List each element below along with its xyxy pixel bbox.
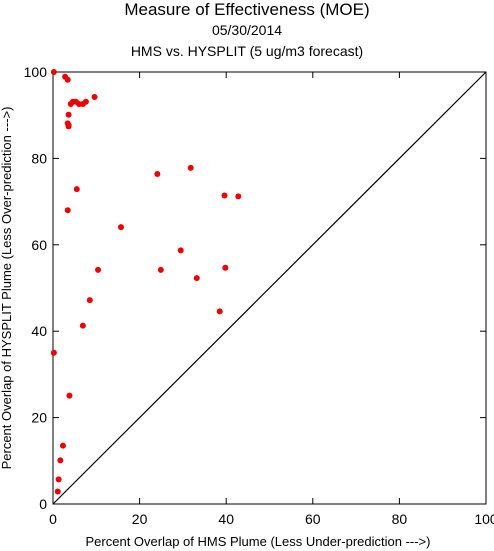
data-point xyxy=(54,488,61,495)
data-point xyxy=(177,247,184,254)
x-tick-label: 20 xyxy=(132,511,148,527)
y-tick-label: 100 xyxy=(24,64,48,80)
reference-line-y-equals-x xyxy=(52,71,487,505)
data-point xyxy=(216,308,223,315)
y-tick-label: 0 xyxy=(39,496,47,512)
data-point xyxy=(73,186,80,193)
chart-title: Measure of Effectiveness (MOE) xyxy=(124,0,370,19)
data-point xyxy=(65,122,72,129)
y-axis-label: Percent Overlap of HYSPLIT Plume (Less O… xyxy=(0,107,14,470)
data-point xyxy=(50,69,57,75)
data-point xyxy=(65,111,72,118)
data-point xyxy=(187,164,194,171)
y-tick-label: 40 xyxy=(31,323,47,339)
data-point xyxy=(64,207,71,214)
y-tick-labels: 0 20 40 60 80 100 xyxy=(24,64,48,512)
data-point xyxy=(64,76,71,83)
y-tick-label: 60 xyxy=(31,237,47,253)
data-point xyxy=(59,442,66,449)
data-point xyxy=(55,476,62,483)
data-point xyxy=(235,193,242,200)
x-tick-label: 40 xyxy=(218,511,234,527)
x-tick-labels: 0 20 40 60 80 100 xyxy=(49,511,494,527)
chart-subtitle: HMS vs. HYSPLIT (5 ug/m3 forecast) xyxy=(130,43,364,59)
data-point xyxy=(57,457,64,464)
data-point xyxy=(117,224,124,231)
x-tick-label: 100 xyxy=(474,511,494,527)
x-tick-label: 60 xyxy=(305,511,321,527)
data-point xyxy=(154,170,161,177)
data-point xyxy=(91,94,98,101)
chart-date: 05/30/2014 xyxy=(211,22,283,38)
y-tick-label: 20 xyxy=(31,410,47,426)
data-point xyxy=(95,266,102,273)
x-axis-label: Percent Overlap of HMS Plume (Less Under… xyxy=(86,534,431,549)
y-tick-label: 80 xyxy=(31,150,47,166)
x-tick-label: 0 xyxy=(49,511,57,527)
x-tick-label: 80 xyxy=(392,511,408,527)
data-point xyxy=(222,264,229,271)
data-point xyxy=(86,297,93,304)
data-point xyxy=(50,349,57,356)
data-point xyxy=(82,98,89,105)
data-point xyxy=(193,275,200,282)
axis-ticks xyxy=(52,71,487,505)
data-point xyxy=(157,266,164,273)
data-point xyxy=(66,392,73,399)
data-point xyxy=(79,322,86,329)
data-points xyxy=(50,69,242,495)
data-point xyxy=(221,192,228,199)
